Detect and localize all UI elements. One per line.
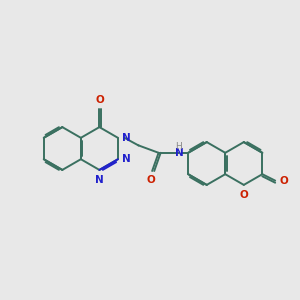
Text: O: O [239, 190, 248, 200]
Text: N: N [122, 154, 130, 164]
Text: N: N [95, 175, 104, 185]
Text: N: N [122, 133, 130, 143]
Text: O: O [95, 95, 104, 105]
Text: N: N [175, 148, 183, 158]
Text: O: O [146, 175, 155, 185]
Text: H: H [176, 142, 182, 151]
Text: O: O [279, 176, 288, 186]
